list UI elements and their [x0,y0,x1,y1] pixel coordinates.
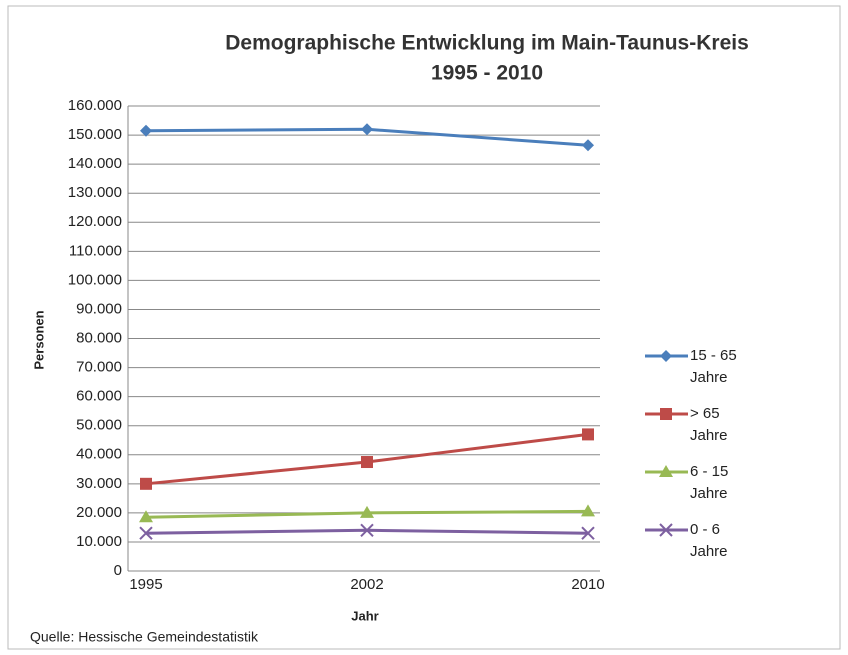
y-tick-label: 130.000 [68,184,122,201]
y-tick-label: 20.000 [76,504,122,521]
y-tick-label: 50.000 [76,417,122,434]
y-tick-label: 120.000 [68,213,122,230]
y-tick-label: 80.000 [76,329,122,346]
legend-label: 6 - 15 Jahre [690,463,729,502]
data-point [139,526,153,540]
x-tick-label: 2002 [350,576,383,593]
data-point [581,526,595,540]
y-tick-label: 0 [114,562,122,579]
y-tick-label: 10.000 [76,533,122,550]
x-axis-label: Jahr [351,608,378,623]
data-point [582,139,594,152]
data-point [361,123,373,136]
source: Quelle: Hessische Gemeindestatistik [30,629,259,645]
y-tick-label: 70.000 [76,359,122,376]
y-tick-label: 110.000 [69,242,122,259]
y-axis-label: Personen [31,310,46,369]
chart-title: Demographische Entwicklung im Main-Taunu… [225,32,749,55]
legend-marker [659,465,673,477]
y-tick-label: 150.000 [68,126,122,143]
chart-subtitle: 1995 - 2010 [431,62,543,85]
data-point [582,428,594,441]
legend-marker [660,408,672,420]
legend-marker [659,523,673,537]
y-tick-label: 160.000 [68,97,122,114]
y-tick-label: 100.000 [68,271,122,288]
data-point [360,523,374,538]
legend-label: > 65 Jahre [690,405,728,444]
frame [7,5,841,650]
y-tick-label: 40.000 [76,446,122,463]
x-tick-label: 1995 [129,576,162,593]
y-tick-label: 140.000 [68,155,122,172]
legend-marker [660,350,672,362]
legend-label: 0 - 6 Jahre [690,521,728,560]
data-point [139,510,153,523]
y-tick-label: 90.000 [76,300,122,317]
data-point [581,504,595,517]
data-point [140,477,152,490]
legend-label: 15 - 65 Jahre [690,347,737,386]
data-point [361,456,373,469]
y-tick-label: 30.000 [76,475,122,492]
data-point [140,124,152,137]
data-point [360,505,374,518]
x-tick-label: 2010 [571,576,604,593]
y-tick-label: 60.000 [76,388,122,405]
